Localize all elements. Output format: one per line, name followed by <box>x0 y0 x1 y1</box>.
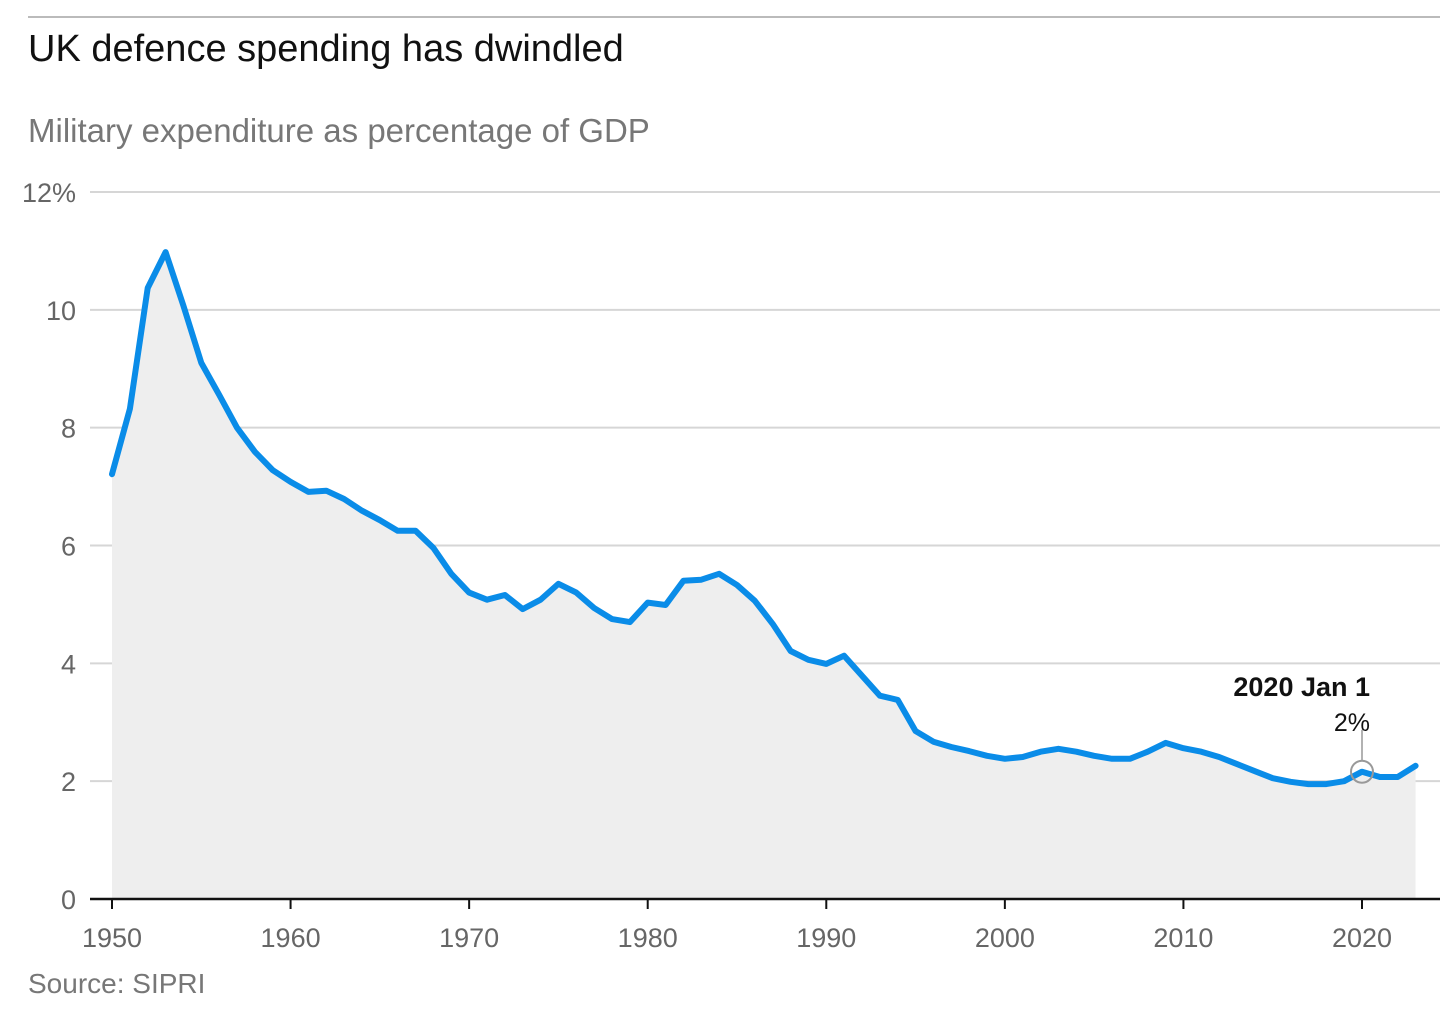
x-axis-ticks: 1950 1960 1970 1980 1990 2000 2010 2020 <box>82 899 1392 953</box>
y-tick-label: 0 <box>61 885 76 915</box>
annotation: 2020 Jan 1 2% <box>1233 672 1374 784</box>
y-tick-label: 6 <box>61 532 76 562</box>
x-tick-label: 1990 <box>796 923 856 953</box>
y-tick-label: 10 <box>46 296 76 326</box>
annotation-label: 2020 Jan 1 <box>1233 672 1370 702</box>
y-tick-label: 12% <box>22 178 76 208</box>
y-tick-label: 2 <box>61 767 76 797</box>
chart-title: UK defence spending has dwindled <box>28 28 624 70</box>
x-tick-label: 2010 <box>1153 923 1213 953</box>
x-tick-label: 2020 <box>1332 923 1392 953</box>
annotation-value: 2% <box>1334 709 1370 737</box>
x-tick-label: 1980 <box>618 923 678 953</box>
x-tick-label: 1950 <box>82 923 142 953</box>
y-axis-ticks: 0 2 4 6 8 10 12% <box>22 178 76 915</box>
area-fill <box>112 252 1416 900</box>
y-tick-label: 4 <box>61 649 76 679</box>
x-tick-label: 1970 <box>439 923 499 953</box>
x-tick-label: 2000 <box>975 923 1035 953</box>
y-tick-label: 8 <box>61 414 76 444</box>
chart-subtitle: Military expenditure as percentage of GD… <box>28 112 650 149</box>
series-line <box>109 249 1419 788</box>
top-rule <box>28 16 1440 18</box>
x-tick-label: 1960 <box>261 923 321 953</box>
source-note: Source: SIPRI <box>28 968 206 999</box>
